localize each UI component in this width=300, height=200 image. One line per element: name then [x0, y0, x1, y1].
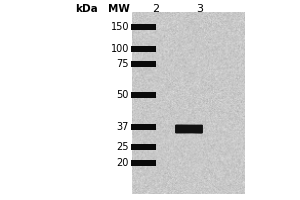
Text: 150: 150	[110, 22, 129, 32]
Text: 37: 37	[117, 122, 129, 132]
Bar	[130, 61, 156, 67]
Bar	[130, 160, 156, 166]
Text: 75: 75	[116, 59, 129, 69]
Text: 25: 25	[116, 142, 129, 152]
Text: 100: 100	[111, 44, 129, 54]
Text: 3: 3	[196, 4, 203, 14]
Text: 2: 2	[152, 4, 160, 14]
Text: kDa: kDa	[76, 4, 98, 14]
Polygon shape	[176, 125, 202, 133]
Bar	[130, 124, 156, 130]
Bar	[130, 46, 156, 52]
FancyBboxPatch shape	[175, 125, 203, 133]
Bar	[130, 24, 156, 30]
Text: MW: MW	[108, 4, 129, 14]
Text: 20: 20	[117, 158, 129, 168]
Bar	[130, 144, 156, 150]
Text: 50: 50	[117, 90, 129, 100]
Bar	[130, 92, 156, 98]
